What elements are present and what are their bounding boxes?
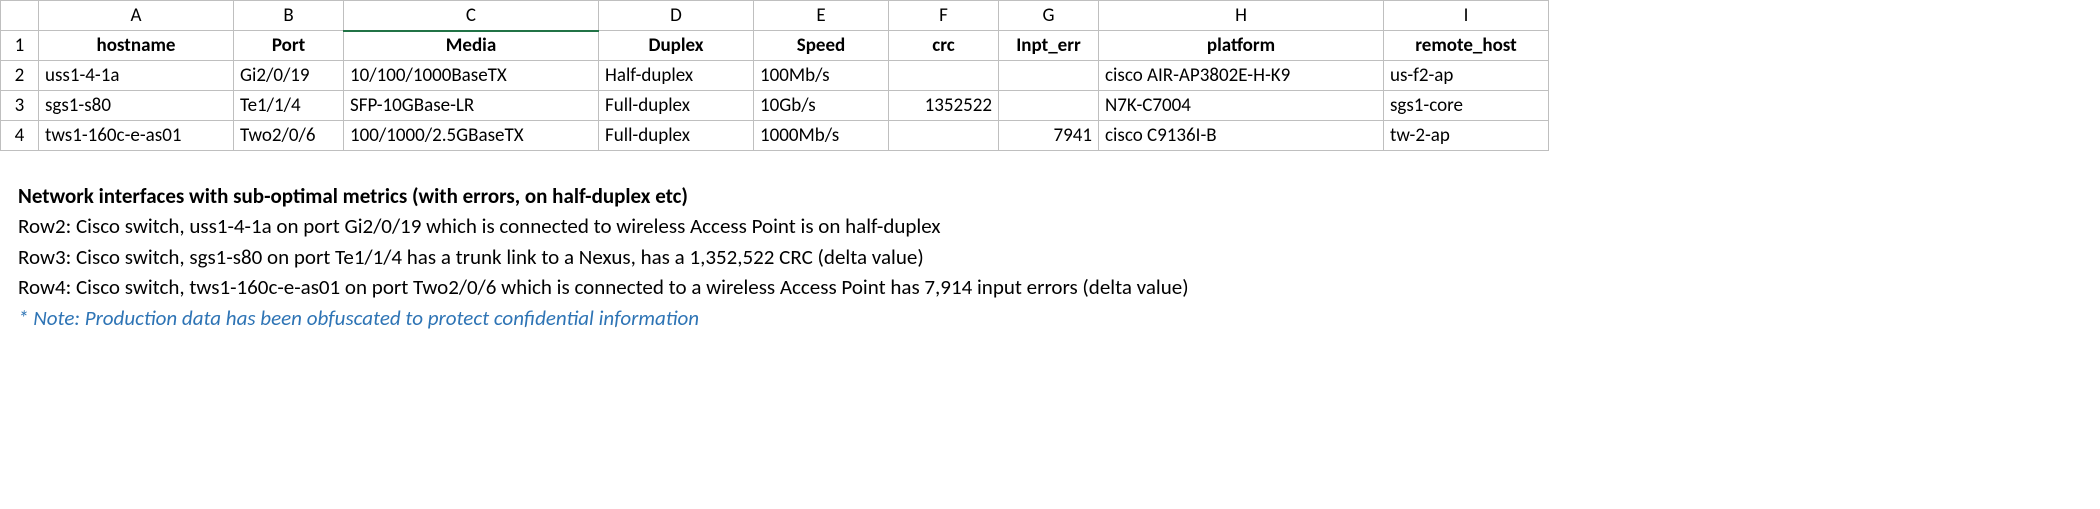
cell-i2[interactable]: us-f2-ap	[1384, 61, 1549, 91]
table-row: 2uss1-4-1aGi2/0/1910/100/1000BaseTXHalf-…	[1, 61, 1549, 91]
field-header-hostname[interactable]: hostname	[39, 31, 234, 61]
cell-a3[interactable]: sgs1-s80	[39, 91, 234, 121]
column-header-c[interactable]: C	[344, 1, 599, 31]
table-row: 4tws1-160c-e-as01Two2/0/6100/1000/2.5GBa…	[1, 121, 1549, 151]
cell-d2[interactable]: Half-duplex	[599, 61, 754, 91]
caption-block: Network interfaces with sub-optimal metr…	[0, 181, 2100, 333]
table-row: 3sgs1-s80Te1/1/4SFP-10GBase-LRFull-duple…	[1, 91, 1549, 121]
field-header-remote_host[interactable]: remote_host	[1384, 31, 1549, 61]
cell-a4[interactable]: tws1-160c-e-as01	[39, 121, 234, 151]
cell-g2[interactable]	[999, 61, 1099, 91]
cell-d4[interactable]: Full-duplex	[599, 121, 754, 151]
cell-e3[interactable]: 10Gb/s	[754, 91, 889, 121]
caption-note: * Note: Production data has been obfusca…	[18, 303, 2100, 333]
cell-e2[interactable]: 100Mb/s	[754, 61, 889, 91]
field-header-inpt_err[interactable]: Inpt_err	[999, 31, 1099, 61]
column-header-f[interactable]: F	[889, 1, 999, 31]
cell-f2[interactable]	[889, 61, 999, 91]
field-header-port[interactable]: Port	[234, 31, 344, 61]
cell-b2[interactable]: Gi2/0/19	[234, 61, 344, 91]
column-header-h[interactable]: H	[1099, 1, 1384, 31]
caption-line-3: Row4: Cisco switch, tws1-160c-e-as01 on …	[18, 272, 2100, 302]
row-header-3[interactable]: 3	[1, 91, 39, 121]
cell-e4[interactable]: 1000Mb/s	[754, 121, 889, 151]
column-header-d[interactable]: D	[599, 1, 754, 31]
cell-i4[interactable]: tw-2-ap	[1384, 121, 1549, 151]
cell-f3[interactable]: 1352522	[889, 91, 999, 121]
cell-b4[interactable]: Two2/0/6	[234, 121, 344, 151]
cell-h3[interactable]: N7K-C7004	[1099, 91, 1384, 121]
field-header-speed[interactable]: Speed	[754, 31, 889, 61]
cell-d3[interactable]: Full-duplex	[599, 91, 754, 121]
cell-c2[interactable]: 10/100/1000BaseTX	[344, 61, 599, 91]
cell-h2[interactable]: cisco AIR-AP3802E-H-K9	[1099, 61, 1384, 91]
cell-i3[interactable]: sgs1-core	[1384, 91, 1549, 121]
cell-a2[interactable]: uss1-4-1a	[39, 61, 234, 91]
column-header-e[interactable]: E	[754, 1, 889, 31]
caption-line-2: Row3: Cisco switch, sgs1-s80 on port Te1…	[18, 242, 2100, 272]
spreadsheet-table[interactable]: ABCDEFGHI 1hostnamePortMediaDuplexSpeedcr…	[0, 0, 1549, 151]
column-header-i[interactable]: I	[1384, 1, 1549, 31]
field-header-duplex[interactable]: Duplex	[599, 31, 754, 61]
cell-f4[interactable]	[889, 121, 999, 151]
cell-g3[interactable]	[999, 91, 1099, 121]
select-all-corner[interactable]	[1, 1, 39, 31]
cell-h4[interactable]: cisco C9136I-B	[1099, 121, 1384, 151]
row-header-4[interactable]: 4	[1, 121, 39, 151]
field-header-crc[interactable]: crc	[889, 31, 999, 61]
cell-g4[interactable]: 7941	[999, 121, 1099, 151]
cell-c3[interactable]: SFP-10GBase-LR	[344, 91, 599, 121]
row-header-1[interactable]: 1	[1, 31, 39, 61]
row-header-2[interactable]: 2	[1, 61, 39, 91]
column-header-a[interactable]: A	[39, 1, 234, 31]
column-header-g[interactable]: G	[999, 1, 1099, 31]
cell-c4[interactable]: 100/1000/2.5GBaseTX	[344, 121, 599, 151]
field-header-platform[interactable]: platform	[1099, 31, 1384, 61]
cell-b3[interactable]: Te1/1/4	[234, 91, 344, 121]
field-header-media[interactable]: Media	[344, 31, 599, 61]
caption-title: Network interfaces with sub-optimal metr…	[18, 181, 2100, 211]
caption-line-1: Row2: Cisco switch, uss1-4-1a on port Gi…	[18, 211, 2100, 241]
column-header-b[interactable]: B	[234, 1, 344, 31]
